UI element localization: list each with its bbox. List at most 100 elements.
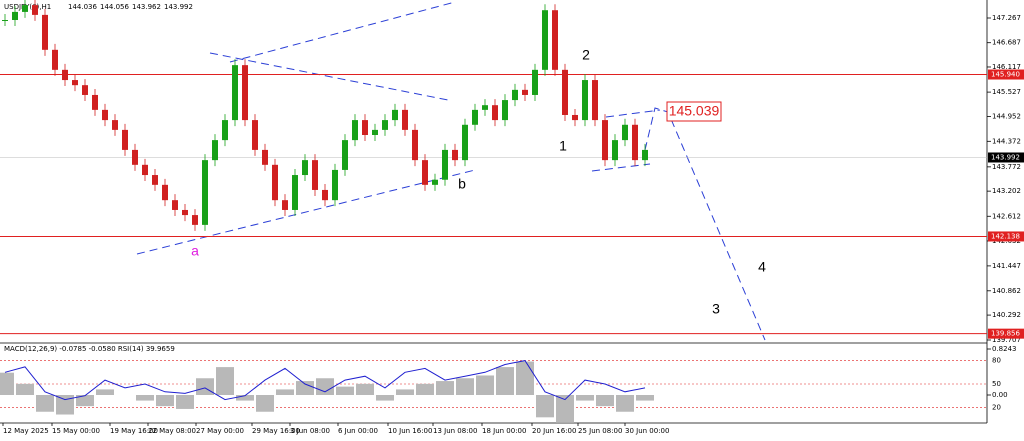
macd-bar bbox=[436, 381, 454, 395]
date-label: 20 Jun 16:00 bbox=[532, 427, 576, 435]
candle bbox=[362, 120, 368, 136]
candle bbox=[372, 129, 378, 136]
price-tick-label: 140.292 bbox=[992, 311, 1021, 319]
candle bbox=[642, 149, 648, 161]
rsi-tick-label: 50 bbox=[992, 380, 1001, 388]
macd-bar bbox=[76, 395, 94, 407]
macd-bar bbox=[536, 395, 554, 418]
candle bbox=[232, 65, 238, 121]
macd-bar bbox=[56, 395, 74, 415]
candle bbox=[382, 120, 388, 130]
macd-bar bbox=[316, 378, 334, 395]
price-tick-label: 140.862 bbox=[992, 287, 1021, 295]
candle bbox=[292, 175, 298, 210]
candle bbox=[322, 189, 328, 201]
ohlc-3: 143.992 bbox=[164, 3, 193, 11]
candle bbox=[622, 124, 628, 141]
macd-bar bbox=[216, 367, 234, 395]
macd-tick-label: 0.8243 bbox=[992, 345, 1017, 353]
candle bbox=[52, 49, 58, 70]
candle bbox=[12, 11, 18, 21]
macd-bar bbox=[496, 367, 514, 395]
date-label: 12 May 2025 bbox=[3, 427, 49, 435]
level-tag bbox=[988, 231, 1024, 242]
candle bbox=[582, 80, 588, 121]
candle bbox=[222, 120, 228, 141]
candle bbox=[282, 200, 288, 210]
candle bbox=[92, 94, 98, 110]
candle bbox=[182, 209, 188, 216]
macd-bar bbox=[276, 389, 294, 395]
candle bbox=[62, 69, 68, 81]
macd-bar bbox=[416, 383, 434, 395]
date-label: 10 Jun 16:00 bbox=[388, 427, 432, 435]
candle bbox=[512, 89, 518, 101]
wave-label: 4 bbox=[758, 259, 766, 275]
candle bbox=[102, 109, 108, 121]
candle bbox=[532, 69, 538, 95]
macd-bar bbox=[616, 395, 634, 412]
macd-bar bbox=[176, 395, 194, 409]
indicator-title: MACD(12,26,9) -0.0785 -0.0580 RSI(14) 39… bbox=[4, 345, 175, 353]
candle bbox=[342, 140, 348, 170]
macd-bar bbox=[596, 395, 614, 407]
candle bbox=[252, 120, 258, 150]
macd-bar bbox=[236, 395, 254, 401]
candle bbox=[502, 100, 508, 121]
price-tick-label: 146.687 bbox=[992, 39, 1021, 47]
candle bbox=[432, 179, 438, 185]
wave-label: 1 bbox=[559, 138, 567, 154]
candle bbox=[142, 164, 148, 176]
level-label: 142.138 bbox=[991, 232, 1020, 240]
candle bbox=[32, 5, 38, 15]
candle bbox=[42, 14, 48, 50]
candle bbox=[572, 114, 578, 121]
target-label: 145.039 bbox=[669, 103, 720, 119]
candle bbox=[492, 105, 498, 121]
macd-bar bbox=[196, 378, 214, 395]
price-tick-label: 147.267 bbox=[992, 14, 1021, 22]
date-label: 6 Jun 00:00 bbox=[338, 427, 378, 435]
price-tick-label: 139.707 bbox=[992, 336, 1021, 344]
macd-bar bbox=[96, 389, 114, 395]
date-label: 3 Jun 08:00 bbox=[290, 427, 330, 435]
macd-bar bbox=[136, 395, 154, 401]
date-label: 22 May 08:00 bbox=[148, 427, 196, 435]
price-tick-label: 143.202 bbox=[992, 187, 1021, 195]
rsi-line bbox=[4, 360, 646, 401]
candle bbox=[2, 20, 8, 22]
date-label: 18 Jun 00:00 bbox=[482, 427, 526, 435]
candle bbox=[132, 149, 138, 165]
candle bbox=[562, 69, 568, 115]
candle bbox=[152, 175, 158, 185]
rsi-tick-label: 20 bbox=[992, 403, 1001, 411]
price-tick-label: 144.372 bbox=[992, 137, 1021, 145]
candle bbox=[212, 140, 218, 161]
macd-bar bbox=[556, 395, 574, 423]
macd-bar bbox=[336, 386, 354, 395]
candle bbox=[72, 80, 78, 86]
price-tick-label: 146.117 bbox=[992, 63, 1021, 71]
date-label: 25 Jun 08:00 bbox=[578, 427, 622, 435]
wave-label: b bbox=[458, 176, 466, 192]
candle bbox=[162, 184, 168, 201]
macd-tick-label: 0.00 bbox=[992, 391, 1008, 399]
trend-lines bbox=[136, 1, 766, 341]
ohlc-2: 143.962 bbox=[132, 3, 161, 11]
candle bbox=[202, 160, 208, 225]
macd-bar bbox=[156, 395, 174, 407]
price-tick-label: 144.952 bbox=[992, 113, 1021, 121]
candle bbox=[22, 5, 28, 12]
candle bbox=[452, 149, 458, 161]
candle bbox=[112, 120, 118, 130]
current-price-tag bbox=[988, 152, 1024, 163]
date-label: 27 May 00:00 bbox=[196, 427, 244, 435]
date-label: 19 May 16:00 bbox=[110, 427, 158, 435]
price-tick-label: 141.447 bbox=[992, 262, 1021, 270]
candle bbox=[352, 120, 358, 141]
candle bbox=[82, 85, 88, 95]
wave-label: 2 bbox=[582, 47, 590, 63]
level-tag bbox=[988, 69, 1024, 80]
date-label: 29 May 16:00 bbox=[252, 427, 300, 435]
